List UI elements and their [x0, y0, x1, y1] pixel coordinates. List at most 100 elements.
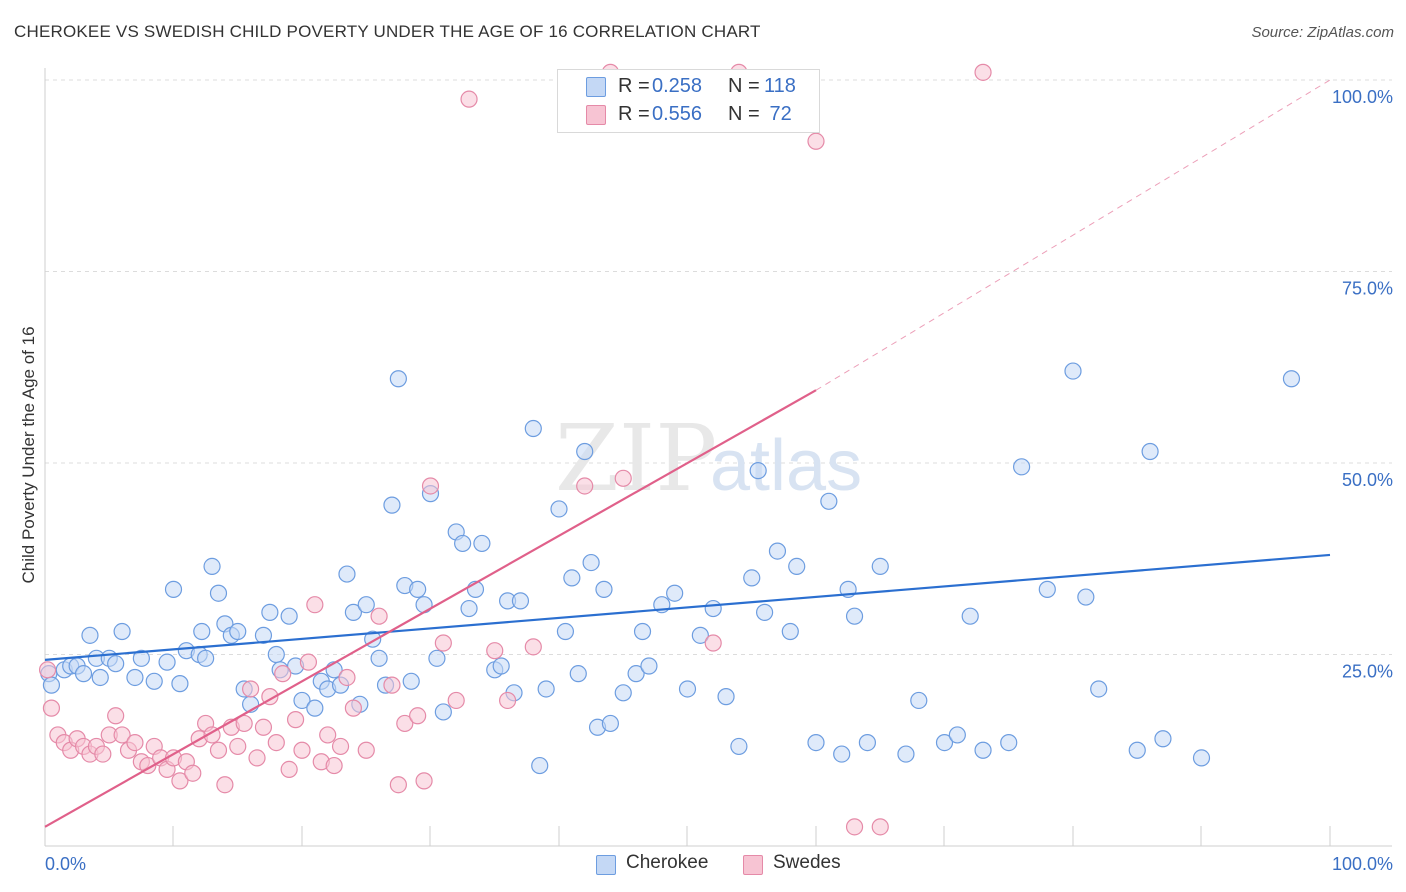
cherokee-point	[261, 603, 279, 621]
cherokee-point	[833, 745, 851, 763]
cherokee-point	[473, 534, 491, 553]
cherokee-point	[81, 626, 99, 644]
swedes-point	[299, 653, 318, 671]
swedes-legend-label: Swedes	[773, 852, 841, 873]
cherokee-point	[164, 580, 183, 598]
swedes-point	[171, 772, 189, 790]
watermark: ZIP atlas	[555, 405, 862, 512]
r-label: R =	[618, 103, 650, 125]
correlation-legend: R = 0.258 N = 118 R = 0.556 N = 72	[557, 69, 820, 133]
swedes-swatch	[586, 105, 606, 125]
swedes-point	[94, 745, 112, 763]
cherokee-point	[434, 703, 452, 721]
cherokee-point	[743, 569, 761, 587]
cherokee-point	[768, 542, 787, 560]
cherokee-point	[280, 607, 298, 625]
cherokee-point	[203, 557, 221, 576]
cherokee-point	[633, 622, 652, 641]
swedes-point	[524, 638, 542, 656]
cherokee-point	[409, 580, 427, 598]
swedes-trend-line	[44, 389, 817, 828]
cherokee-point	[428, 649, 446, 667]
cherokee-point	[454, 534, 472, 553]
cherokee-point	[1192, 749, 1211, 767]
cherokee-point	[1000, 733, 1018, 752]
cherokee-point	[788, 557, 806, 576]
swedes-point	[274, 665, 292, 683]
swedes-point	[280, 760, 298, 779]
y-tick-label: 50.0%	[1342, 470, 1393, 490]
swedes-point	[614, 469, 632, 487]
cherokee-point	[563, 569, 581, 587]
swedes-point	[460, 90, 478, 108]
swedes-point	[325, 756, 343, 775]
cherokee-point	[171, 675, 189, 693]
cherokee-point	[614, 684, 632, 702]
cherokee-point	[338, 565, 356, 583]
cherokee-point	[569, 665, 587, 683]
swedes-point	[845, 818, 864, 836]
cherokee-legend-label: Cherokee	[626, 852, 709, 873]
swedes-point	[338, 668, 356, 687]
cherokee-point	[640, 657, 658, 675]
data-points	[38, 63, 1301, 836]
swedes-point	[319, 726, 337, 744]
n-value: 72	[764, 103, 792, 125]
cherokee-point	[601, 714, 620, 733]
cherokee-point	[948, 726, 966, 744]
x-tick-label: 100.0%	[1332, 854, 1393, 874]
cherokee-point	[858, 733, 877, 752]
swedes-point	[486, 642, 504, 660]
grid	[45, 79, 1392, 655]
trend-lines	[44, 79, 1331, 828]
cherokee-point	[755, 603, 774, 621]
cherokee-point	[1038, 580, 1056, 598]
cherokee-point	[910, 691, 928, 710]
cherokee-point	[717, 688, 735, 706]
cherokee-point	[897, 745, 915, 763]
swedes-point	[184, 764, 202, 782]
cherokee-point	[871, 557, 889, 576]
swedes-point	[499, 691, 517, 710]
swedes-point	[807, 132, 825, 150]
swedes-point	[415, 772, 433, 790]
swedes-point	[107, 707, 125, 725]
cherokee-point	[91, 668, 109, 687]
swedes-point	[396, 714, 414, 733]
legend-row-cherokee: R = 0.258 N = 118	[558, 72, 819, 100]
cherokee-point	[550, 500, 568, 518]
swedes-point	[306, 596, 324, 614]
cherokee-point	[402, 672, 420, 690]
cherokee-point	[531, 756, 549, 775]
swedes-point	[331, 737, 350, 756]
swedes-point	[704, 634, 722, 652]
watermark-atlas: atlas	[710, 426, 862, 506]
y-tick-label: 75.0%	[1342, 279, 1393, 299]
cherokee-point	[595, 580, 613, 598]
cherokee-point	[961, 607, 979, 625]
cherokee-point	[749, 462, 767, 480]
cherokee-point	[132, 649, 150, 667]
swedes-point	[267, 733, 285, 752]
y-tick-label: 100.0%	[1332, 87, 1393, 107]
cherokee-point	[974, 741, 992, 759]
cherokee-point	[1012, 458, 1031, 476]
cherokee-point	[627, 665, 645, 683]
swedes-point	[126, 733, 144, 752]
r-value: 0.556	[652, 103, 703, 125]
r-label: R =	[618, 75, 650, 97]
r-value: 0.258	[652, 75, 703, 97]
cherokee-point	[267, 645, 285, 664]
source-label: Source: ZipAtlas.com	[1251, 24, 1394, 41]
cherokee-point	[678, 680, 697, 698]
cherokee-point	[537, 680, 555, 698]
cherokee-point	[1064, 362, 1082, 380]
cherokee-point	[293, 691, 311, 710]
swedes-point	[383, 676, 401, 694]
cherokee-point	[820, 492, 838, 510]
swedes-point	[139, 756, 157, 775]
cherokee-point	[42, 676, 61, 694]
cherokee-point	[935, 733, 954, 752]
series-legend: Cherokee Swedes	[0, 852, 1406, 878]
